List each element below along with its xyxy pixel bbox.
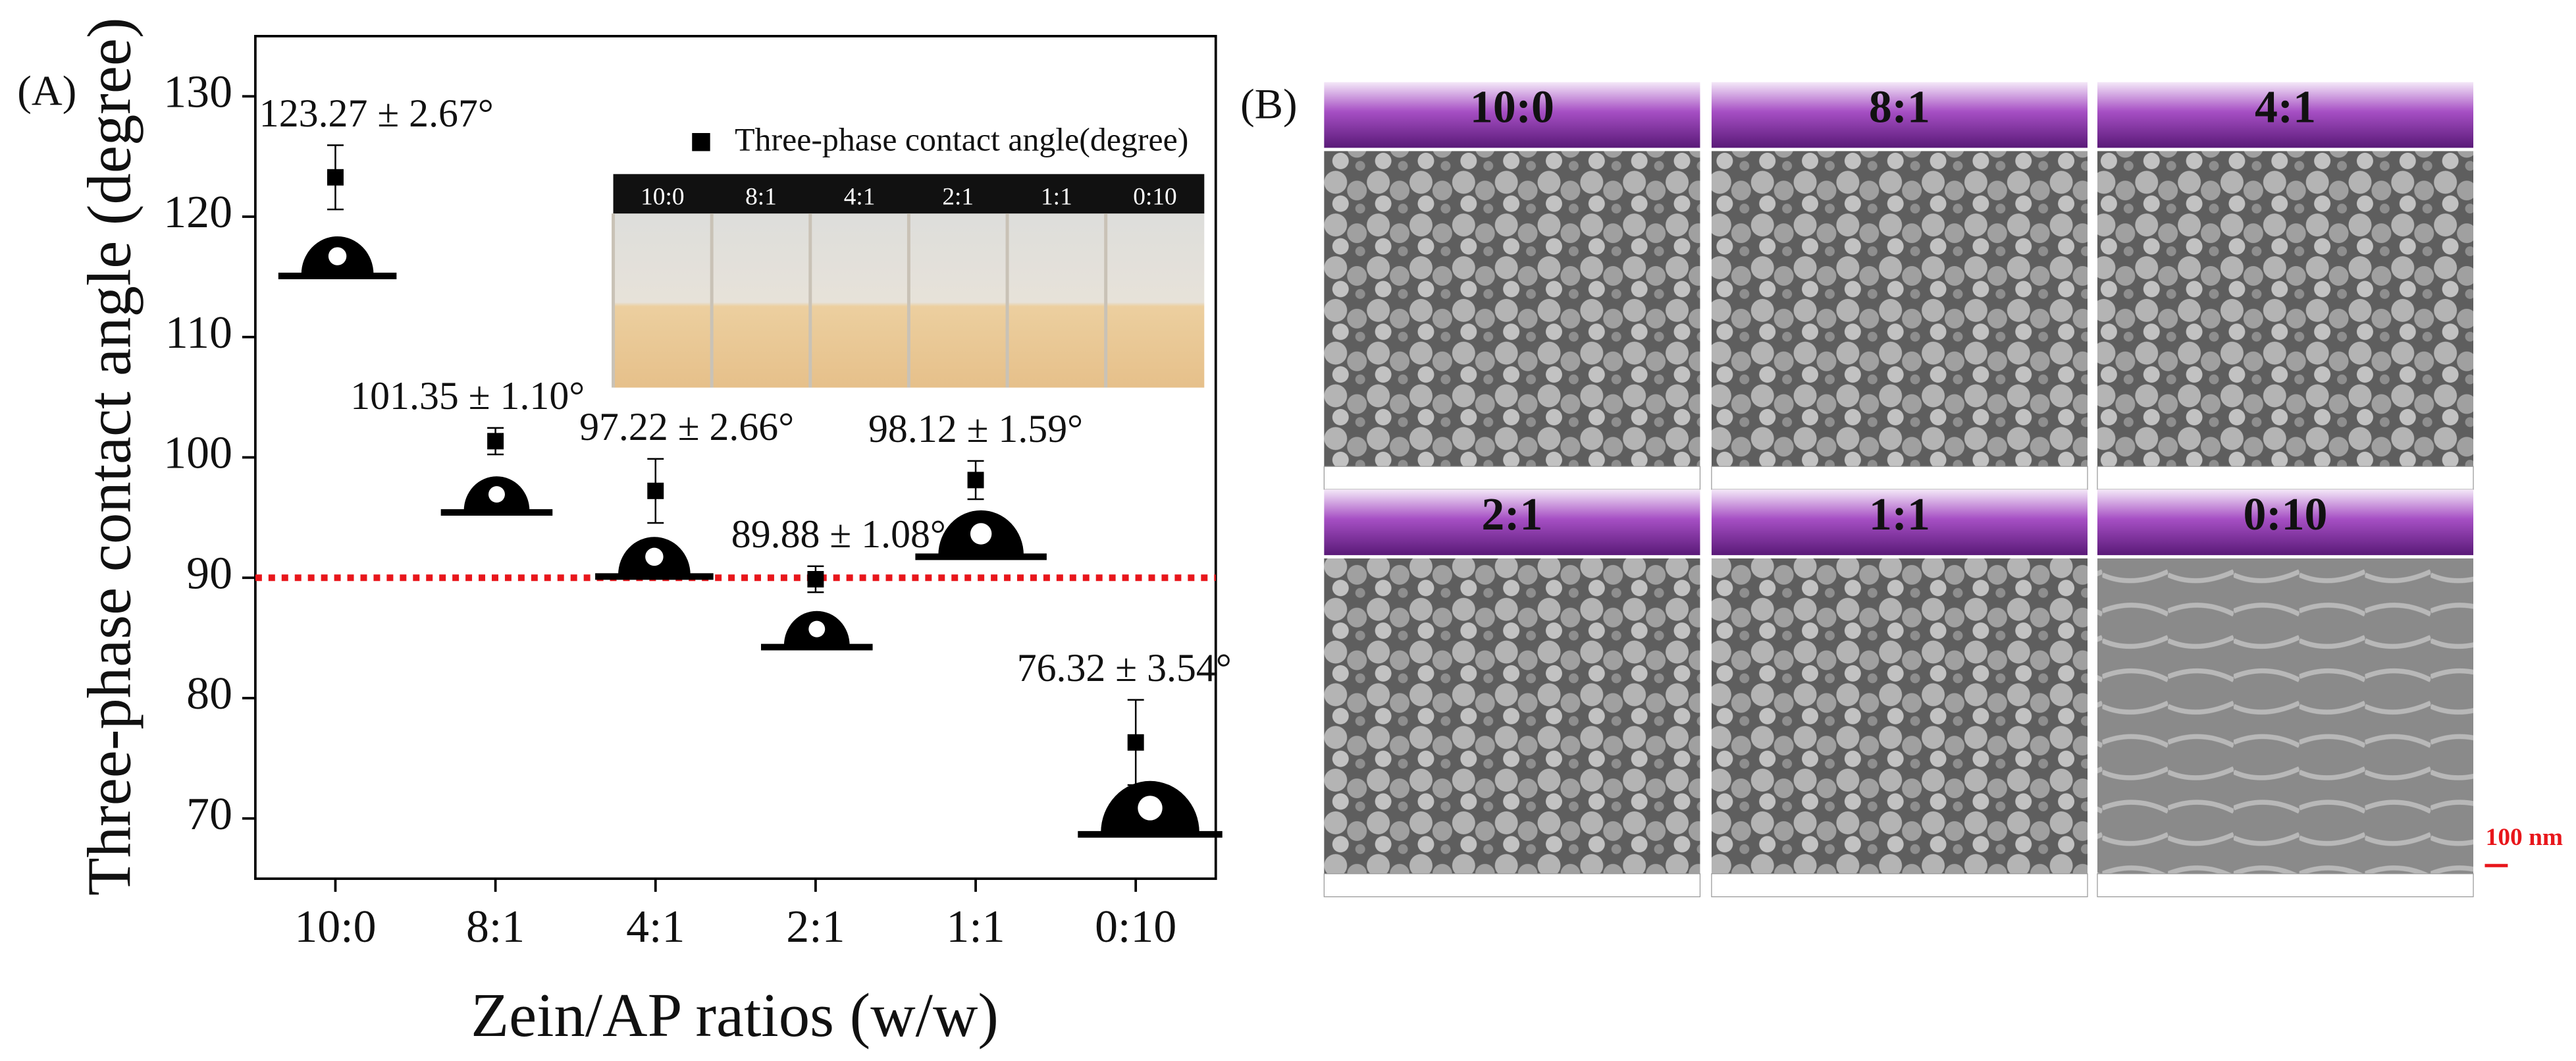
panel-label: (B) (1240, 80, 1297, 128)
point (967, 472, 984, 489)
y-tick-label: 90 (186, 548, 232, 599)
droplet-highlight (808, 620, 826, 638)
y-tick-label: 120 (163, 187, 232, 238)
x-axis-label: Zein/AP ratios (w/w) (471, 981, 999, 1050)
header-band (2097, 489, 2474, 555)
value-label: 97.22 ± 2.66° (579, 405, 794, 449)
droplet-highlight (328, 247, 347, 265)
y-tick-label: 80 (186, 668, 232, 719)
sem-image (2097, 558, 2474, 874)
legend-marker (692, 132, 710, 151)
inset-label: 2:1 (942, 183, 974, 210)
sem-info-bar (2097, 466, 2474, 490)
y-tick-label: 100 (163, 428, 232, 479)
header-band (1324, 489, 1700, 555)
x-tick-label: 1:1 (946, 902, 1005, 952)
inset-label: 4:1 (844, 183, 876, 210)
sem-image (1324, 151, 1700, 467)
inset-caps (613, 174, 1205, 214)
image-label: 10:0 (1470, 82, 1554, 133)
droplet-highlight (970, 523, 992, 545)
header-band (1711, 82, 2088, 148)
scale-bar-label: 100 nm (2486, 824, 2563, 851)
x-tick-label: 2:1 (786, 902, 845, 952)
x-tick-label: 10:0 (294, 902, 376, 952)
header-band (2097, 82, 2474, 148)
sem-info-bar (1711, 873, 2088, 898)
header-band (1324, 82, 1700, 148)
image-label: 1:1 (1869, 489, 1930, 540)
sem-info-bar (1323, 873, 1701, 898)
sem-info-bar (2097, 873, 2474, 898)
point (487, 433, 504, 450)
value-label: 98.12 ± 1.59° (868, 407, 1083, 450)
value-label: 101.35 ± 1.10° (350, 374, 585, 418)
point (1127, 734, 1144, 751)
value-label: 76.32 ± 3.54° (1017, 646, 1232, 690)
point (807, 571, 824, 587)
sem-image (2097, 151, 2474, 467)
image-label: 0:10 (2244, 489, 2328, 540)
droplet-highlight (645, 547, 664, 566)
sem-info-bar (1711, 466, 2088, 490)
value-label: 89.88 ± 1.08° (731, 512, 946, 556)
legend-label: Three-phase contact angle(degree) (735, 121, 1188, 157)
sem-image (1711, 558, 2088, 874)
image-label: 2:1 (1481, 489, 1542, 540)
x-tick-label: 8:1 (466, 902, 525, 952)
point (327, 169, 344, 186)
droplet-highlight (1138, 796, 1163, 821)
x-tick-label: 4:1 (626, 902, 685, 952)
y-axis-label: Three-phase contact angle (degree) (76, 17, 144, 896)
sem-info-bar (1323, 466, 1701, 490)
inset-label: 0:10 (1133, 183, 1176, 210)
image-label: 8:1 (1869, 82, 1930, 133)
inset-label: 1:1 (1041, 183, 1072, 210)
x-tick-label: 0:10 (1095, 902, 1176, 952)
point (647, 482, 664, 499)
sem-image (1324, 558, 1700, 874)
inset-label: 10:0 (641, 183, 684, 210)
droplet-highlight (488, 486, 505, 503)
value-label: 123.27 ± 2.67° (259, 92, 494, 135)
header-band (1711, 489, 2088, 555)
image-label: 4:1 (2255, 82, 2316, 133)
y-tick-label: 110 (165, 308, 232, 358)
y-tick-label: 130 (163, 67, 232, 117)
plot-frame (254, 34, 1217, 881)
panel-label: (A) (17, 68, 76, 115)
y-tick-label: 70 (186, 789, 232, 840)
inset-label: 8:1 (745, 183, 777, 210)
sem-image (1711, 151, 2088, 467)
